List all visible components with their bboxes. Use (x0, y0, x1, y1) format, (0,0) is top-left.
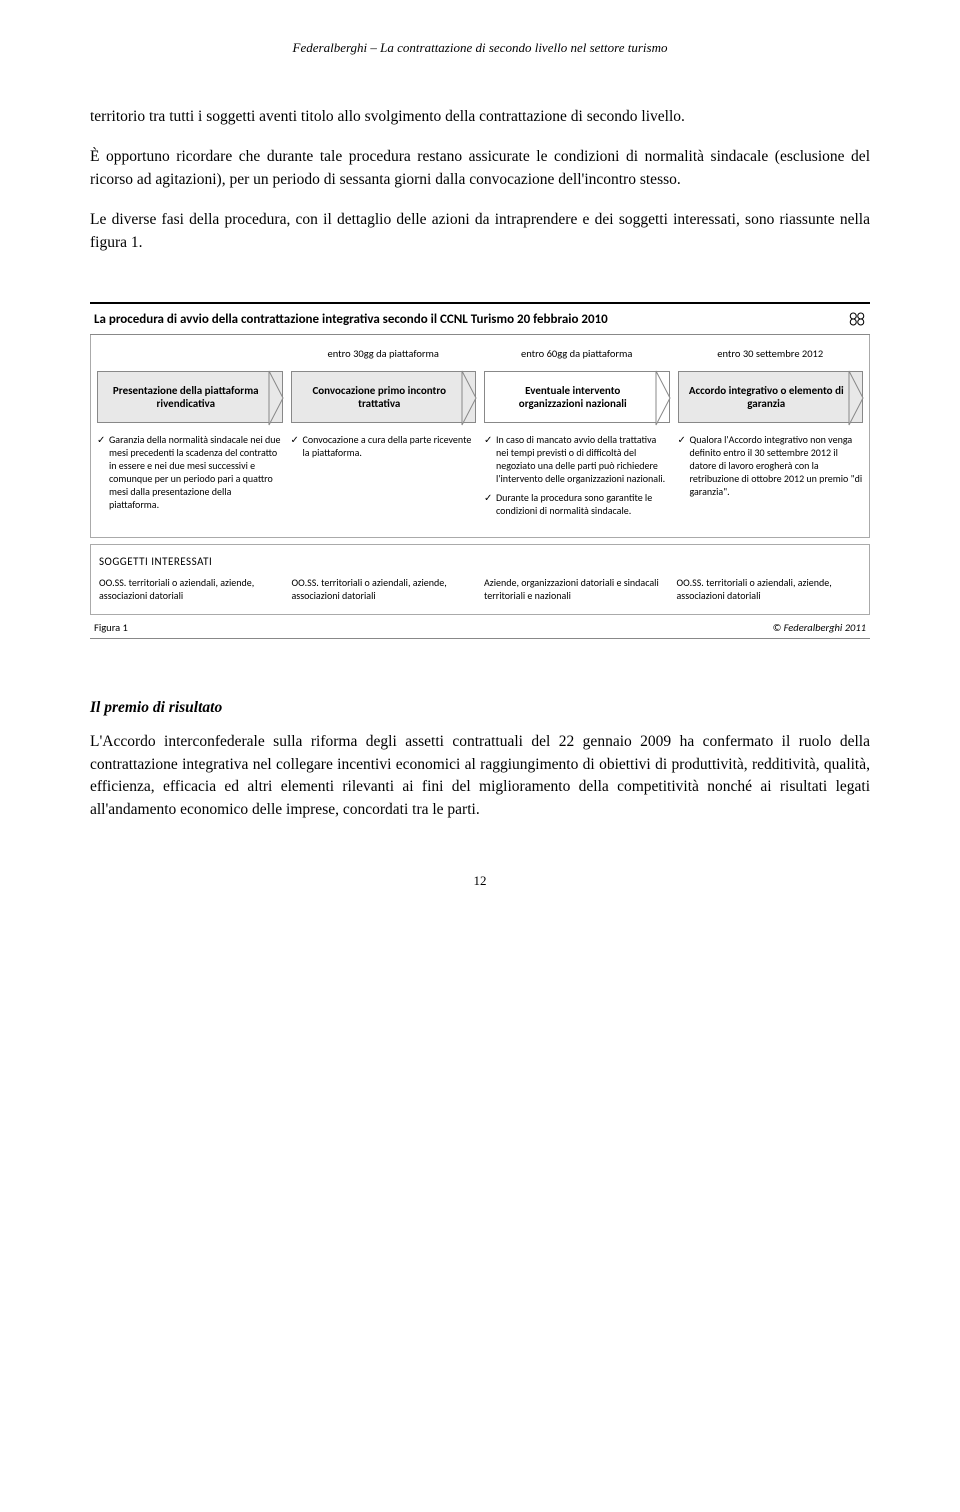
subjects-cell: OO.SS. territoriali o aziendali, aziende… (99, 576, 284, 602)
subjects-cell: OO.SS. territoriali o aziendali, aziende… (677, 576, 862, 602)
phase-notes: Convocazione a cura della parte ricevent… (291, 433, 477, 465)
chevron-right-icon (849, 371, 863, 425)
figure-label: Figura 1 (94, 621, 128, 634)
note-item: Convocazione a cura della parte ricevent… (291, 433, 477, 459)
subjects-cell: OO.SS. territoriali o aziendali, aziende… (292, 576, 477, 602)
phase-row: Presentazione della piattaforma rivendic… (97, 347, 863, 523)
phase-box-label: Presentazione della piattaforma rivendic… (106, 384, 266, 412)
phase-column: entro 60gg da piattaforma Eventuale inter… (484, 347, 670, 523)
phase-column: entro 30 settembre 2012 Accordo integrati… (678, 347, 864, 523)
phase-column: Presentazione della piattaforma rivendic… (97, 347, 283, 523)
phase-timing: entro 30 settembre 2012 (678, 347, 864, 365)
subjects-box: SOGGETTI INTERESSATI OO.SS. territoriali… (90, 544, 870, 615)
phase-box-label: Convocazione primo incontro trattativa (300, 384, 460, 412)
phase-box: Eventuale intervento organizzazioni nazi… (484, 371, 670, 423)
paragraph-2: È opportuno ricordare che durante tale p… (90, 146, 870, 191)
procedure-diagram: La procedura di avvio della contrattazio… (90, 302, 870, 639)
page-number: 12 (90, 873, 870, 889)
phase-box-label: Accordo integrativo o elemento di garanz… (687, 384, 847, 412)
copyright-label: © Federalberghi 2011 (772, 621, 866, 634)
subjects-title: SOGGETTI INTERESSATI (99, 555, 861, 568)
phase-notes: Qualora l'Accordo integrativo non venga … (678, 433, 864, 504)
federalberghi-logo-icon (848, 310, 866, 328)
diagram-title-row: La procedura di avvio della contrattazio… (90, 302, 870, 335)
paragraph-3: Le diverse fasi della procedura, con il … (90, 209, 870, 254)
note-item: In caso di mancato avvio della trattativ… (484, 433, 670, 485)
note-item: Qualora l'Accordo integrativo non venga … (678, 433, 864, 498)
phase-column: entro 30gg da piattaforma Convocazione pr… (291, 347, 477, 523)
phase-timing: entro 30gg da piattaforma (291, 347, 477, 365)
note-item: Garanzia della normalità sindacale nei d… (97, 433, 283, 511)
phase-box: Accordo integrativo o elemento di garanz… (678, 371, 864, 423)
phase-box: Convocazione primo incontro trattativa (291, 371, 477, 423)
phase-notes: In caso di mancato avvio della trattativ… (484, 433, 670, 523)
section-body: L'Accordo interconfederale sulla riforma… (90, 731, 870, 821)
phase-notes: Garanzia della normalità sindacale nei d… (97, 433, 283, 517)
section-heading: Il premio di risultato (90, 699, 870, 717)
diagram-title: La procedura di avvio della contrattazio… (94, 312, 608, 327)
paragraph-1: territorio tra tutti i soggetti aventi t… (90, 106, 870, 128)
phase-container: Presentazione della piattaforma rivendic… (90, 335, 870, 538)
subjects-cell: Aziende, organizzazioni datoriali e sind… (484, 576, 669, 602)
subjects-row: OO.SS. territoriali o aziendali, aziende… (99, 576, 861, 602)
phase-timing: entro 60gg da piattaforma (484, 347, 670, 365)
phase-box: Presentazione della piattaforma rivendic… (97, 371, 283, 423)
caption-row: Figura 1 © Federalberghi 2011 (90, 615, 870, 639)
phase-box-label: Eventuale intervento organizzazioni nazi… (493, 384, 653, 412)
page-header: Federalberghi – La contrattazione di sec… (90, 40, 870, 56)
chevron-right-icon (462, 371, 476, 425)
phase-timing (97, 347, 283, 365)
note-item: Durante la procedura sono garantite le c… (484, 491, 670, 517)
chevron-right-icon (656, 371, 670, 425)
chevron-right-icon (269, 371, 283, 425)
